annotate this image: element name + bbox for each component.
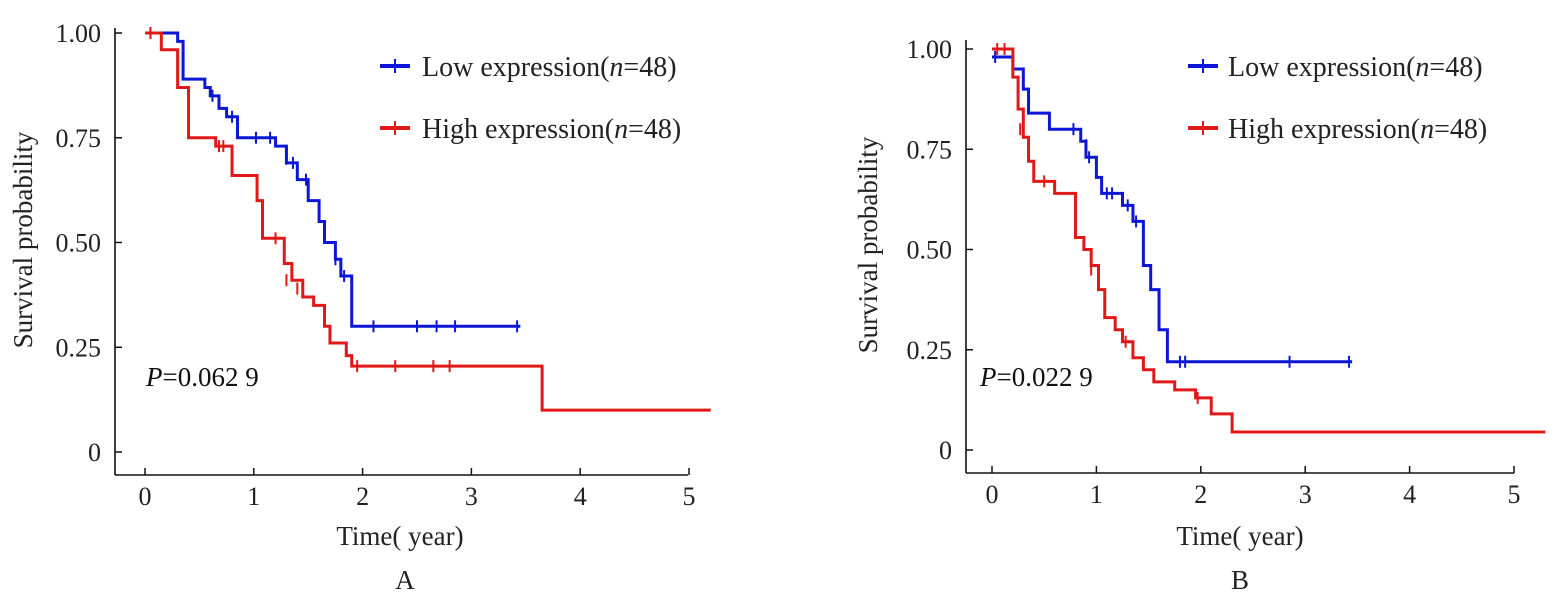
panel-a-pvalue: P=0.062 9 [145,362,259,392]
panel-b-legend-high-label: High expression(n=48) [1228,114,1487,145]
panel-b-xtick-label: 2 [1194,480,1207,509]
panel-a-legend-high: High expression(n=48) [380,114,681,145]
panel-b-ytick-label: 0 [939,436,952,465]
panel-a-legend-low: Low expression(n=48) [380,52,677,83]
panel-a-legend-low-main: Low expression( [422,52,609,83]
panel-b-axes: 0 0.25 0.50 0.75 1.00 0 1 2 3 4 5 [907,35,1521,509]
panel-a-legend-low-n: n [609,52,623,83]
panel-a-ytick-label: 0.75 [56,124,102,153]
panel-b-chart: 0 0.25 0.50 0.75 1.00 0 1 2 3 4 5 Survival probabi… [853,35,1546,595]
panel-a-legend-high-main: High expression( [422,114,614,145]
panel-b-legend-high-tail: =48) [1434,114,1487,145]
panel-b-ylabel: Survival probability [853,136,883,353]
panel-b-legend-low: Low expression(n=48) [1188,52,1483,83]
panel-b-pvalue-text: =0.022 9 [997,362,1093,392]
panel-b-label: B [1231,565,1249,595]
panel-a-legend-high-label: High expression(n=48) [422,114,681,145]
panel-a-ylabel: Survival probability [8,131,38,348]
panel-a-pvalue-prefix: P [145,362,163,392]
panel-a-legend-high-n: n [614,114,628,145]
panel-b-xlabel: Time( year) [1176,521,1303,551]
panel-b-xtick-label: 0 [986,480,999,509]
panel-b-curves [992,43,1546,434]
panel-b-xtick-label: 5 [1508,480,1521,509]
panel-b-legend-low-tail: =48) [1429,52,1482,83]
panel-a-ytick-label: 1.00 [56,19,102,48]
panel-b-ytick-label: 0.25 [907,336,953,365]
panel-b-high-curve [992,47,1546,434]
panel-a-high-curve [145,31,711,412]
panel-b-xtick-label: 1 [1090,480,1103,509]
panel-a-xtick-label: 3 [465,482,478,511]
panel-a-ytick-label: 0.25 [56,333,102,362]
panel-b-ytick-label: 1.00 [907,35,953,64]
panel-a-chart: 0 0.25 0.50 0.75 1.00 0 1 2 3 4 5 Survival probabi… [8,19,711,595]
panel-b-xtick-label: 3 [1299,480,1312,509]
panel-b-legend: Low expression(n=48) High expression(n=4… [1188,52,1487,145]
panel-b-ytick-label: 0.75 [907,135,953,164]
panel-a-xtick-label: 2 [356,482,369,511]
panel-b-ytick-label: 0.50 [907,236,953,265]
panel-b-legend-high-n: n [1420,114,1434,145]
panel-b-low-curve [992,55,1353,364]
panel-b-pvalue: P=0.022 9 [979,362,1093,392]
panel-a-legend-low-label: Low expression(n=48) [422,52,677,83]
panel-b-legend-low-n: n [1415,52,1429,83]
panel-a-ytick-label: 0.50 [56,229,102,258]
panel-a-label: A [395,565,415,595]
panel-a-axes: 0 0.25 0.50 0.75 1.00 0 1 2 3 4 5 [56,19,696,511]
panel-a-legend-high-tail: =48) [628,114,681,145]
panel-a-legend: Low expression(n=48) High expression(n=4… [380,52,681,145]
panel-a-low-curve [145,31,521,328]
panel-a-curves [145,27,711,412]
panel-a-pvalue-text: =0.062 9 [163,362,259,392]
panel-a-ytick-label: 0 [88,438,101,467]
panel-b-legend-low-main: Low expression( [1228,52,1415,83]
panel-a-xlabel: Time( year) [336,521,463,551]
panel-a-xtick-label: 5 [683,482,696,511]
panel-a-xtick-label: 4 [574,482,587,511]
panel-a-legend-low-tail: =48) [623,52,676,83]
panel-b-legend-high-main: High expression( [1228,114,1420,145]
panel-a-xtick-label: 1 [247,482,260,511]
panel-b-legend-low-label: Low expression(n=48) [1228,52,1483,83]
panel-b-legend-high: High expression(n=48) [1188,114,1487,145]
panel-b-pvalue-prefix: P [979,362,997,392]
panel-b-xtick-label: 4 [1403,480,1416,509]
panel-a-xtick-label: 0 [139,482,152,511]
